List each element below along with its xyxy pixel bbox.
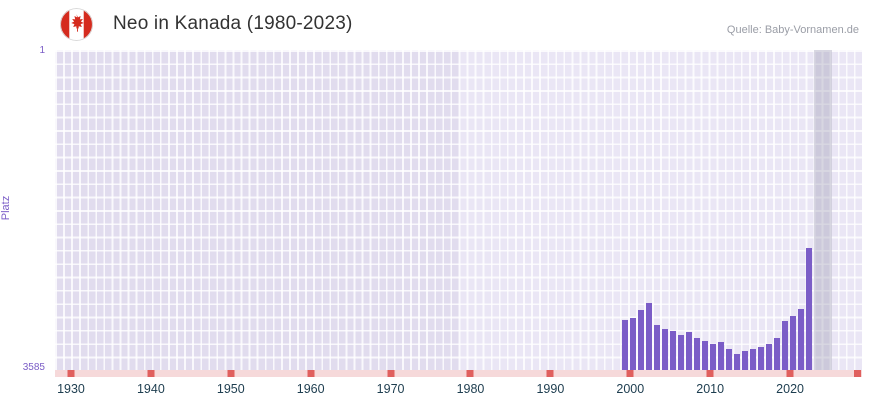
bar-2021[interactable] — [798, 308, 805, 370]
bar-2010[interactable] — [710, 344, 717, 370]
axis-tick-1960 — [307, 370, 315, 377]
bar-2020[interactable] — [790, 315, 797, 370]
axis-tick-2020 — [786, 370, 794, 377]
bar-2004[interactable] — [662, 328, 669, 370]
bar-2000[interactable] — [630, 317, 637, 370]
x-tick-label-1960: 1960 — [296, 382, 325, 396]
bar-2016[interactable] — [758, 346, 765, 370]
x-tick-label-1990: 1990 — [536, 382, 565, 396]
highlight-band-2023 — [814, 50, 833, 370]
x-axis-strip — [55, 370, 862, 377]
canada-flag-icon — [60, 8, 93, 41]
bar-2019[interactable] — [782, 320, 789, 370]
bar-2022[interactable] — [806, 248, 813, 370]
x-tick-label-1940: 1940 — [136, 382, 165, 396]
axis-tick-2000 — [626, 370, 634, 377]
x-tick-label-1980: 1980 — [456, 382, 485, 396]
bar-2003[interactable] — [654, 324, 661, 370]
y-axis-label: Platz — [0, 195, 13, 221]
x-tick-label-2020: 2020 — [776, 382, 804, 396]
bar-2014[interactable] — [742, 350, 749, 370]
x-tick-label-2000: 2000 — [616, 382, 645, 396]
bars-layer — [55, 50, 862, 370]
x-tick-label-1950: 1950 — [216, 382, 245, 396]
x-tick-label-2010: 2010 — [696, 382, 725, 396]
grid-lines — [55, 50, 862, 370]
bar-2006[interactable] — [678, 335, 685, 370]
axis-tick-1980 — [466, 370, 474, 377]
x-tick-label-1930: 1930 — [57, 382, 85, 396]
bar-2018[interactable] — [774, 337, 781, 370]
x-tick-label-1970: 1970 — [376, 382, 405, 396]
bar-2007[interactable] — [686, 332, 693, 370]
axis-tick-1950 — [227, 370, 235, 377]
axis-tick-1940 — [147, 370, 155, 377]
bar-2005[interactable] — [670, 331, 677, 370]
bar-1999[interactable] — [622, 320, 629, 370]
bar-2012[interactable] — [726, 349, 733, 370]
y-tick-top: 1 — [39, 45, 45, 56]
source-credit: Quelle: Baby-Vornamen.de — [726, 24, 859, 36]
bar-2001[interactable] — [638, 310, 645, 370]
y-tick-bottom: 3585 — [22, 362, 45, 373]
plot-area — [55, 50, 862, 370]
chart-title: Neo in Kanada (1980-2023) — [113, 13, 353, 34]
bar-2009[interactable] — [702, 340, 709, 370]
bar-2015[interactable] — [750, 349, 757, 370]
axis-tick-1990 — [546, 370, 554, 377]
bar-2013[interactable] — [734, 353, 741, 370]
axis-edge-tick — [854, 370, 861, 377]
x-axis-labels: 1930 1940 1950 1960 1970 1980 1990 2000 2010 2020 — [55, 382, 862, 402]
bar-2017[interactable] — [766, 344, 773, 370]
bar-2011[interactable] — [718, 341, 725, 370]
axis-tick-2010 — [706, 370, 714, 377]
axis-tick-1970 — [387, 370, 395, 377]
bar-2008[interactable] — [694, 337, 701, 370]
axis-tick-1930 — [67, 370, 75, 377]
bar-2002[interactable] — [646, 303, 653, 370]
